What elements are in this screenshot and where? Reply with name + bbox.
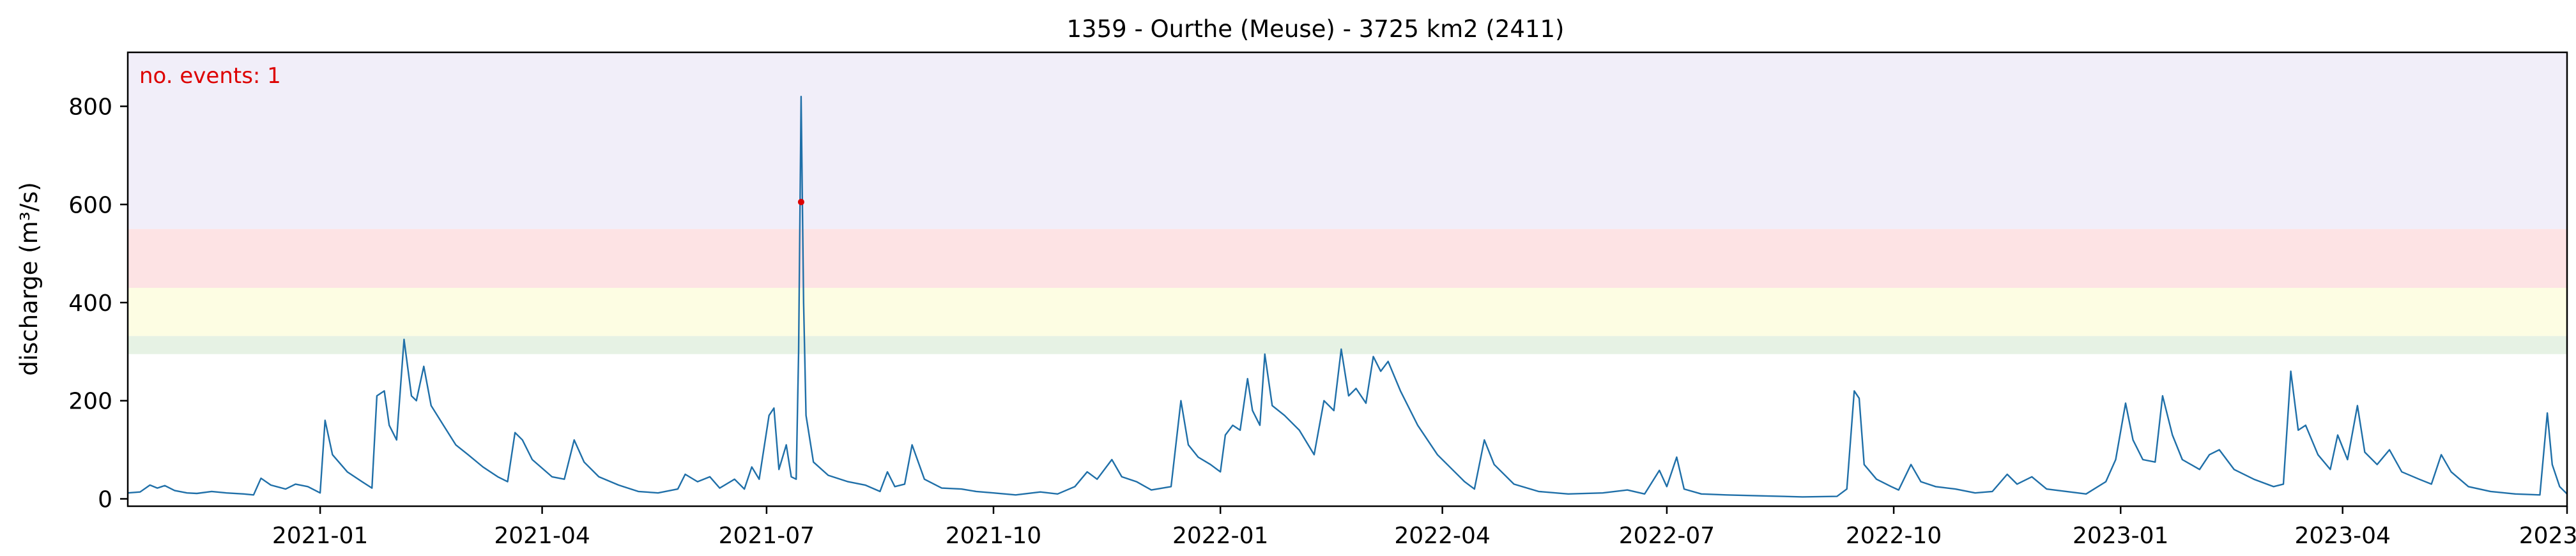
event-marker-0 — [797, 199, 804, 206]
x-tick-label-4: 2022-01 — [1172, 523, 1268, 549]
x-tick-label-7: 2022-10 — [1846, 523, 1942, 549]
y-axis: 0 200 400 600 800 — [68, 94, 128, 513]
threshold-band-1 — [128, 287, 2567, 336]
series-layer — [127, 96, 2568, 498]
x-tick-label-5: 2022-04 — [1394, 523, 1490, 549]
chart-title: 1359 - Ourthe (Meuse) - 3725 km2 (2411) — [1067, 15, 1565, 43]
x-tick-label-8: 2023-01 — [2073, 523, 2168, 549]
x-tick-label-1: 2021-04 — [494, 523, 590, 549]
plot-frame — [126, 51, 2568, 507]
x-tick-label-0: 2021-01 — [272, 523, 368, 549]
x-tick-label-9: 2023-04 — [2294, 523, 2390, 549]
threshold-bands — [128, 52, 2567, 354]
y-tick-label-3: 600 — [68, 192, 112, 218]
x-tick-label-2: 2021-07 — [719, 523, 815, 549]
x-axis: 2021-01 2021-04 2021-07 2021-10 2022-01 2022-… — [272, 506, 2576, 549]
y-axis-label: discharge (m³/s) — [15, 182, 43, 376]
series-line-0 — [127, 96, 2568, 498]
x-tick-label-6: 2022-07 — [1619, 523, 1715, 549]
threshold-band-0 — [128, 336, 2567, 354]
event-layer — [797, 199, 804, 206]
events-annotation: no. events: 1 — [139, 63, 281, 89]
x-tick-label-3: 2021-10 — [946, 523, 1041, 549]
y-tick-label-4: 800 — [68, 94, 112, 121]
y-tick-label-1: 200 — [68, 389, 112, 415]
threshold-band-3 — [128, 52, 2567, 229]
threshold-band-2 — [128, 229, 2567, 288]
y-tick-label-2: 400 — [68, 290, 112, 317]
y-tick-label-0: 0 — [98, 486, 112, 513]
x-tick-label-10: 2023-07 — [2519, 523, 2576, 549]
